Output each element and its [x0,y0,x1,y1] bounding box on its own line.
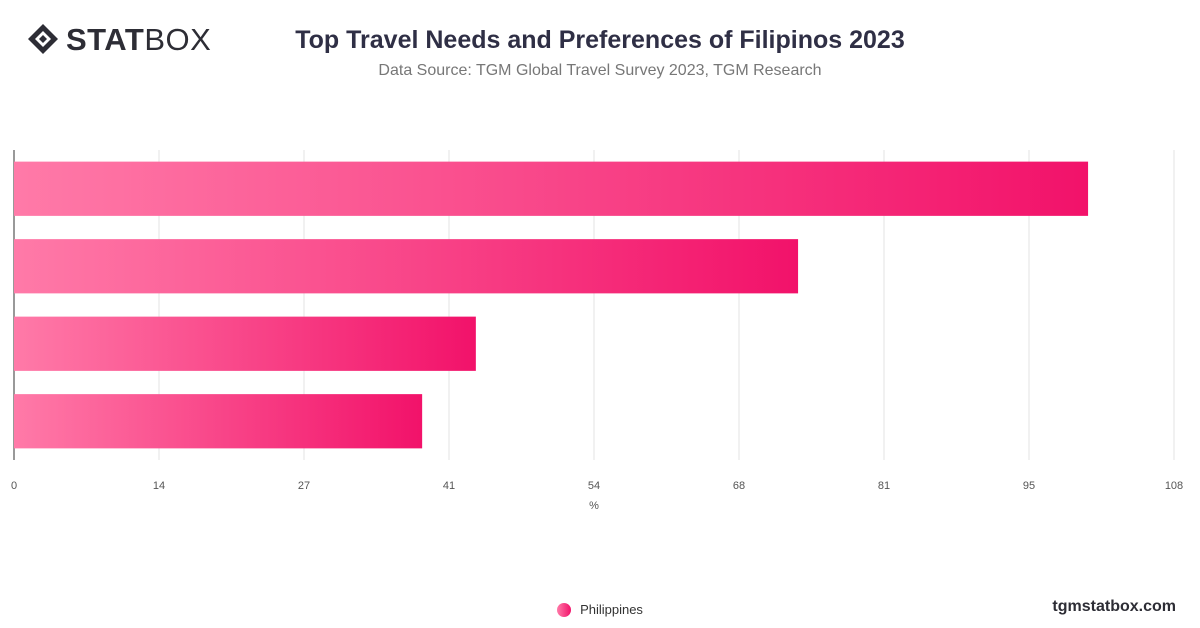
chart-legend[interactable]: Philippines [0,602,1200,617]
bar [14,316,476,371]
x-tick-label: 41 [443,480,455,492]
logo-wordmark: STATBOX [66,24,211,55]
chart-title: Top Travel Needs and Preferences of Fili… [295,26,905,54]
x-tick-label: 14 [153,480,165,492]
x-tick-label: 27 [298,480,310,492]
bar-chart: 0 14 27 41 54 68 81 95 108% [11,150,1183,512]
statbox-logo-icon [28,24,58,54]
logo-light-text: BOX [144,21,212,57]
bar [14,239,799,294]
x-tick-label: 95 [1023,480,1035,492]
x-axis-title: % [589,500,599,512]
x-tick-label: 108 [1165,480,1183,492]
x-tick-label: 0 [11,480,17,492]
chart-subtitle: Data Source: TGM Global Travel Survey 20… [378,62,822,79]
bar [14,394,423,449]
legend-swatch [557,602,572,617]
site-url: tgmstatbox.com [1052,598,1176,615]
logo-bold-text: STAT [66,21,145,57]
x-tick-label: 81 [878,480,890,492]
statbox-logo: STATBOX [26,22,211,56]
x-tick-label: 54 [588,480,600,492]
x-tick-label: 68 [733,480,745,492]
bar [14,161,1089,216]
legend-label: Philippines [580,602,643,617]
